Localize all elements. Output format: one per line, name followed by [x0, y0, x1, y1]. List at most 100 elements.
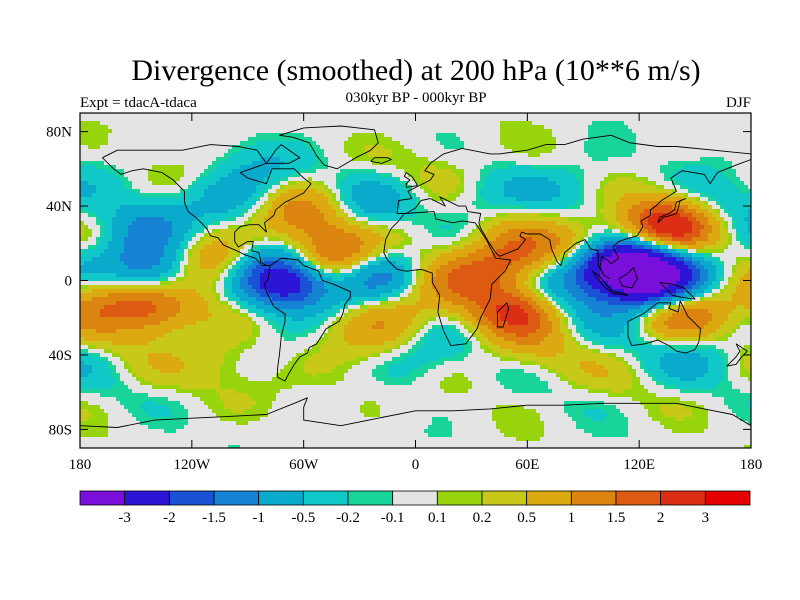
field-cell — [356, 141, 361, 146]
field-cell — [316, 153, 321, 158]
field-cell — [180, 133, 185, 138]
field-cell — [600, 189, 605, 194]
field-cell — [672, 121, 677, 126]
field-cell — [580, 205, 585, 210]
field-cell — [744, 201, 749, 206]
field-cell — [232, 205, 237, 210]
field-cell — [428, 169, 433, 174]
field-cell — [384, 189, 389, 194]
field-cell — [512, 181, 517, 186]
field-cell — [204, 121, 209, 126]
field-cell — [80, 153, 85, 158]
field-cell — [192, 181, 197, 186]
field-cell — [80, 169, 85, 174]
field-cell — [584, 205, 589, 210]
field-cell — [432, 217, 437, 222]
field-cell — [224, 173, 229, 178]
field-cell — [676, 177, 681, 182]
field-cell — [432, 177, 437, 182]
field-cell — [264, 189, 269, 194]
field-cell — [668, 145, 673, 150]
field-cell — [200, 113, 205, 118]
field-cell — [296, 117, 301, 122]
field-cell — [312, 201, 317, 206]
field-cell — [116, 161, 121, 166]
field-cell — [344, 185, 349, 190]
field-cell — [704, 205, 709, 210]
field-cell — [556, 117, 561, 122]
field-cell — [196, 121, 201, 126]
field-cell — [716, 201, 721, 206]
field-cell — [468, 177, 473, 182]
field-cell — [136, 129, 141, 134]
field-cell — [120, 125, 125, 130]
field-cell — [680, 217, 685, 222]
field-cell — [560, 189, 565, 194]
field-cell — [436, 173, 441, 178]
field-cell — [312, 225, 317, 230]
field-cell — [412, 197, 417, 202]
field-cell — [96, 205, 101, 210]
field-cell — [112, 205, 117, 210]
field-cell — [84, 201, 89, 206]
field-cell — [208, 189, 213, 194]
field-cell — [284, 133, 289, 138]
field-cell — [544, 177, 549, 182]
field-cell — [700, 181, 705, 186]
field-cell — [716, 205, 721, 210]
field-cell — [256, 229, 261, 234]
field-cell — [424, 209, 429, 214]
field-cell — [452, 213, 457, 218]
field-cell — [512, 129, 517, 134]
field-cell — [100, 145, 105, 150]
field-cell — [428, 189, 433, 194]
field-cell — [408, 121, 413, 126]
field-cell — [180, 141, 185, 146]
field-cell — [592, 161, 597, 166]
field-cell — [440, 157, 445, 162]
field-cell — [692, 185, 697, 190]
field-cell — [164, 153, 169, 158]
field-cell — [84, 169, 89, 174]
field-cell — [556, 209, 561, 214]
field-cell — [96, 201, 101, 206]
field-cell — [180, 117, 185, 122]
field-cell — [228, 201, 233, 206]
field-cell — [580, 189, 585, 194]
field-cell — [396, 121, 401, 126]
field-cell — [444, 225, 449, 230]
field-cell — [444, 189, 449, 194]
field-cell — [256, 185, 261, 190]
field-cell — [680, 169, 685, 174]
field-cell — [680, 113, 685, 118]
field-cell — [132, 125, 137, 130]
field-cell — [148, 153, 153, 158]
field-cell — [536, 161, 541, 166]
field-cell — [484, 229, 489, 234]
field-cell — [204, 133, 209, 138]
field-cell — [428, 213, 433, 218]
field-cell — [296, 201, 301, 206]
field-cell — [160, 125, 165, 130]
field-cell — [252, 193, 257, 198]
field-cell — [332, 181, 337, 186]
field-cell — [416, 193, 421, 198]
field-cell — [636, 185, 641, 190]
field-cell — [104, 229, 109, 234]
field-cell — [204, 161, 209, 166]
field-cell — [396, 189, 401, 194]
field-cell — [92, 125, 97, 130]
field-cell — [616, 165, 621, 170]
field-cell — [708, 137, 713, 142]
field-cell — [688, 133, 693, 138]
field-cell — [248, 133, 253, 138]
field-cell — [604, 221, 609, 226]
field-cell — [400, 149, 405, 154]
field-cell — [204, 225, 209, 230]
field-cell — [492, 197, 497, 202]
field-cell — [120, 117, 125, 122]
field-cell — [628, 213, 633, 218]
field-cell — [348, 225, 353, 230]
field-cell — [620, 117, 625, 122]
field-cell — [380, 189, 385, 194]
